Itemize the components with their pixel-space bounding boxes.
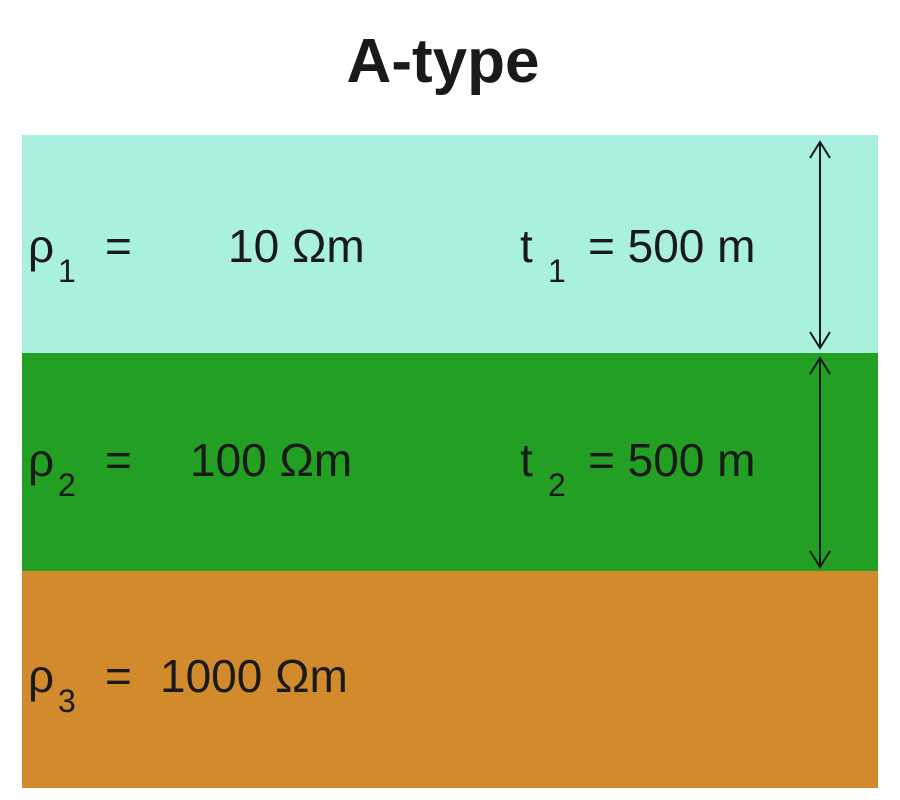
rho-subscript: 2 — [58, 467, 76, 503]
layer-3 — [22, 571, 878, 788]
arrowhead — [809, 331, 831, 350]
rho-equals: = — [105, 220, 132, 272]
title: A-type — [347, 27, 540, 96]
rho-symbol: ρ — [28, 434, 54, 486]
rho-value: 1000 Ωm — [160, 650, 348, 702]
rho-equals: = — [105, 434, 132, 486]
rho-subscript: 1 — [58, 253, 76, 289]
rho-value: 10 Ωm — [228, 220, 365, 272]
rho-symbol: ρ — [28, 650, 54, 702]
arrowhead — [809, 140, 831, 159]
layer-1 — [22, 135, 878, 353]
thickness-subscript: 2 — [548, 467, 566, 503]
rho-equals: = — [105, 650, 132, 702]
rho-subscript: 3 — [58, 683, 76, 719]
rho-symbol: ρ — [28, 220, 54, 272]
rho-value: 100 Ωm — [190, 434, 352, 486]
thickness-arrows — [809, 140, 831, 569]
layer-2 — [22, 353, 878, 571]
arrowhead — [809, 550, 831, 569]
thickness-value: = 500 m — [588, 434, 756, 486]
thickness-value: = 500 m — [588, 220, 756, 272]
thickness-symbol: t — [520, 220, 533, 272]
thickness-subscript: 1 — [548, 253, 566, 289]
arrowhead — [809, 356, 831, 375]
thickness-symbol: t — [520, 434, 533, 486]
